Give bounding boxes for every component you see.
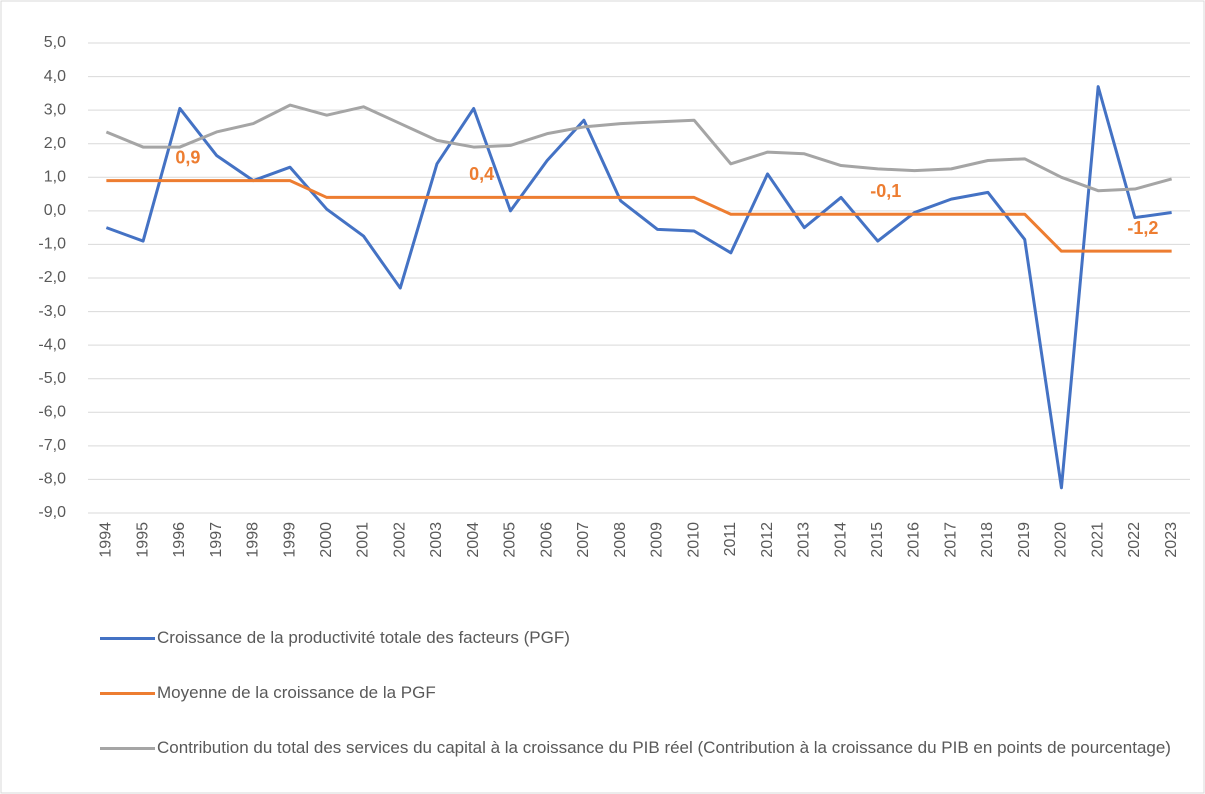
y-tick-label: -6,0: [38, 404, 66, 421]
y-tick-label: -4,0: [38, 336, 66, 353]
legend: Croissance de la productivité totale des…: [100, 624, 1190, 789]
y-tick-label: -7,0: [38, 437, 66, 454]
x-tick-label: 2009: [649, 522, 666, 558]
x-tick-label: 1995: [134, 522, 151, 558]
x-tick-label: 1996: [171, 522, 188, 558]
x-tick-label: 2012: [759, 522, 776, 558]
x-tick-label: 2000: [318, 522, 335, 558]
x-tick-label: 2016: [906, 522, 923, 558]
x-tick-label: 2008: [612, 522, 629, 558]
x-tick-label: 1997: [208, 522, 225, 558]
value-label: 0,9: [175, 147, 200, 167]
x-tick-label: 2022: [1126, 522, 1143, 558]
y-tick-label: -9,0: [38, 504, 66, 521]
y-tick-label: 3,0: [44, 101, 66, 118]
x-tick-label: 2007: [575, 522, 592, 558]
series-line: [105, 85, 1172, 490]
x-tick-label: 2015: [869, 522, 886, 558]
legend-item: Contribution du total des services du ca…: [100, 734, 1190, 762]
x-tick-label: 2014: [832, 522, 849, 558]
y-tick-label: 1,0: [44, 169, 66, 186]
x-tick-label: 2019: [1016, 522, 1033, 558]
x-tick-label: 2018: [979, 522, 996, 558]
x-tick-label: 2001: [355, 522, 372, 558]
legend-swatch: [100, 692, 155, 695]
x-tick-label: 2011: [722, 522, 739, 557]
x-tick-label: 2010: [685, 522, 702, 558]
y-tick-label: 0,0: [44, 202, 66, 219]
series-line: [106, 179, 1172, 253]
legend-label: Contribution du total des services du ca…: [157, 738, 1171, 757]
x-tick-label: 2021: [1089, 522, 1106, 558]
x-tick-label: 2013: [796, 522, 813, 558]
value-label: 0,4: [469, 164, 494, 184]
value-label: -0,1: [870, 181, 901, 201]
x-tick-label: 2004: [465, 522, 482, 558]
legend-label: Moyenne de la croissance de la PGF: [157, 683, 436, 702]
legend-item: Moyenne de la croissance de la PGF: [100, 679, 1190, 707]
x-tick-label: 2006: [538, 522, 555, 558]
series-line: [105, 103, 1173, 193]
x-tick-label: 2005: [502, 522, 519, 558]
x-tick-label: 2017: [942, 522, 959, 558]
y-tick-label: 5,0: [44, 34, 66, 51]
legend-item: Croissance de la productivité totale des…: [100, 624, 1190, 652]
x-tick-label: 2020: [1053, 522, 1070, 558]
y-tick-label: -3,0: [38, 303, 66, 320]
y-tick-label: -1,0: [38, 236, 66, 253]
x-tick-label: 2002: [391, 522, 408, 558]
x-tick-label: 1998: [245, 522, 262, 558]
y-tick-label: 2,0: [44, 135, 66, 152]
y-tick-label: -5,0: [38, 370, 66, 387]
legend-swatch: [100, 747, 155, 750]
x-tick-label: 1994: [98, 522, 115, 558]
value-label: -1,2: [1127, 218, 1158, 238]
legend-swatch: [100, 637, 155, 640]
x-tick-label: 2003: [428, 522, 445, 558]
y-tick-label: -2,0: [38, 269, 66, 286]
x-tick-label: 2023: [1163, 522, 1180, 558]
y-tick-label: 4,0: [44, 68, 66, 85]
y-tick-label: -8,0: [38, 471, 66, 488]
legend-label: Croissance de la productivité totale des…: [157, 628, 570, 647]
x-tick-label: 1999: [281, 522, 298, 558]
